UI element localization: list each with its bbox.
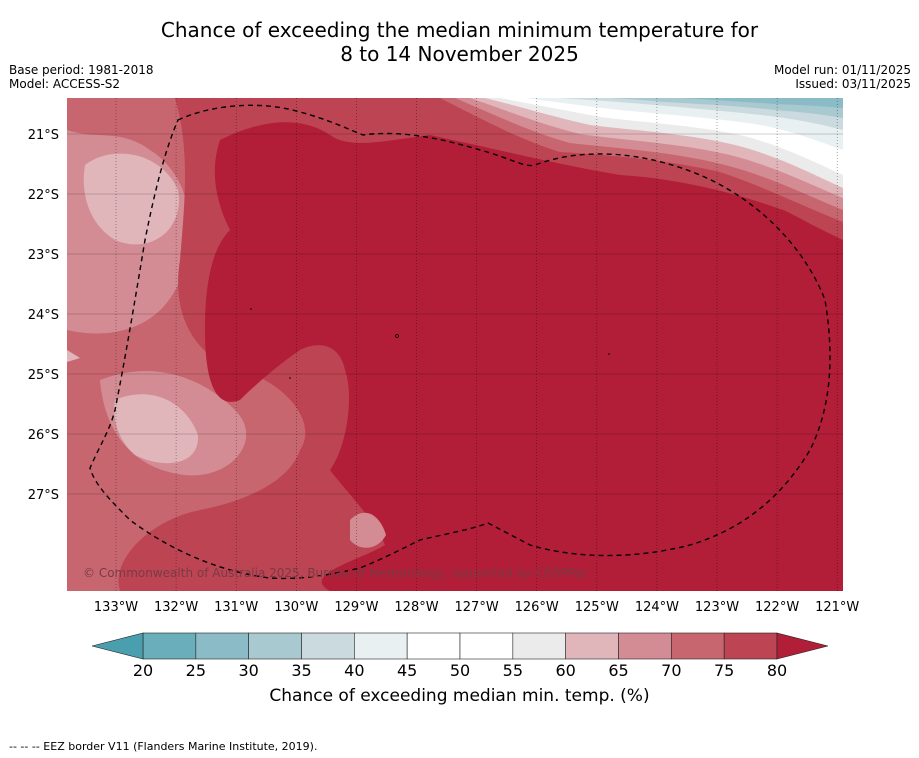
chart-title: Chance of exceeding the median minimum t… <box>0 18 919 66</box>
lon-tick-label: 128°W <box>394 600 438 615</box>
graticule <box>67 98 843 591</box>
base-period: Base period: 1981-2018 <box>9 63 154 77</box>
lon-tick-label: 129°W <box>334 600 378 615</box>
colorbar-segment <box>618 632 672 660</box>
colorbar-segment <box>671 632 725 660</box>
lat-tick-label: 26°S <box>28 428 59 443</box>
model-name: Model: ACCESS-S2 <box>9 77 121 91</box>
colorbar-tick-label: 30 <box>238 661 258 680</box>
lon-tick-label: 121°W <box>815 600 859 615</box>
colorbar-segment <box>195 632 249 660</box>
colorbar-segment <box>459 632 514 660</box>
colorbar-segment <box>723 632 778 660</box>
colorbar-segment <box>512 632 566 660</box>
colorbar-tick-label: 70 <box>661 661 681 680</box>
colorbar: 20 25 30 35 40 45 50 55 60 65 70 75 80 <box>91 632 829 680</box>
colorbar-tick-label: 60 <box>555 661 575 680</box>
lon-tick-label: 123°W <box>695 600 739 615</box>
lon-tick-label: 131°W <box>214 600 258 615</box>
latitude-labels: 21°S 22°S 23°S 24°S 25°S 26°S 27°S <box>28 128 59 503</box>
colorbar-title: Chance of exceeding median min. temp. (%… <box>269 686 650 706</box>
colorbar-tick-label: 55 <box>503 661 523 680</box>
colorbar-segment <box>406 632 461 660</box>
island-marker <box>289 377 291 379</box>
probability-field <box>67 98 843 591</box>
island-marker <box>608 353 610 355</box>
field-60-65-edge <box>67 350 80 362</box>
island-marker <box>250 308 252 310</box>
lat-tick-label: 24°S <box>28 308 59 323</box>
colorbar-segment <box>354 632 408 660</box>
colorbar-tick-label: 50 <box>450 661 470 680</box>
colorbar-tick-label: 25 <box>186 661 206 680</box>
colorbar-segment <box>142 632 197 660</box>
colorbar-tick-label: 20 <box>133 661 153 680</box>
meta-left: Base period: 1981-2018 Model: ACCESS-S2 <box>9 63 154 91</box>
lon-tick-label: 125°W <box>575 600 619 615</box>
lon-tick-label: 122°W <box>755 600 799 615</box>
lat-tick-label: 25°S <box>28 368 59 383</box>
lat-tick-label: 21°S <box>28 128 59 143</box>
field-patch-south <box>350 512 386 548</box>
colorbar-segment <box>301 632 355 660</box>
title-line-1: Chance of exceeding the median minimum t… <box>160 18 759 42</box>
issued-date: Issued: 03/11/2025 <box>795 77 911 91</box>
field-ne-25 <box>680 98 843 108</box>
lon-tick-label: 130°W <box>274 600 318 615</box>
lat-tick-label: 23°S <box>28 248 59 263</box>
eez-footnote: -- -- -- EEZ border V11 (Flanders Marine… <box>9 740 318 753</box>
lat-tick-label: 27°S <box>28 488 59 503</box>
island-marker <box>395 334 399 338</box>
lon-tick-label: 132°W <box>154 600 198 615</box>
field-over-80 <box>205 122 843 591</box>
colorbar-tick-label: 65 <box>608 661 628 680</box>
lon-tick-label: 133°W <box>94 600 138 615</box>
colorbar-segment <box>565 632 619 660</box>
lon-tick-label: 127°W <box>455 600 499 615</box>
colorbar-tick-label: 80 <box>767 661 787 680</box>
meta-right: Model run: 01/11/2025 Issued: 03/11/2025 <box>774 63 911 91</box>
colorbar-tick-label: 40 <box>344 661 364 680</box>
field-60-65-southwest <box>114 394 199 464</box>
copyright-text: © Commonwealth of Australia 2025, Bureau… <box>83 566 588 580</box>
colorbar-tick-label: 75 <box>714 661 734 680</box>
lon-tick-label: 124°W <box>635 600 679 615</box>
title-line-2: 8 to 14 November 2025 <box>340 42 579 66</box>
lat-tick-label: 22°S <box>28 188 59 203</box>
colorbar-tick-label: 35 <box>291 661 311 680</box>
field-60-65-west <box>83 153 179 245</box>
colorbar-segment <box>248 632 302 660</box>
model-run: Model run: 01/11/2025 <box>773 63 911 77</box>
longitude-labels: 133°W 132°W 131°W 130°W 129°W 128°W 127°W 126°W… <box>94 600 860 615</box>
colorbar-high-extension <box>776 632 829 660</box>
lon-tick-label: 126°W <box>515 600 559 615</box>
colorbar-low-extension <box>91 632 144 660</box>
colorbar-tick-label: 45 <box>397 661 417 680</box>
eez-border <box>89 104 831 580</box>
